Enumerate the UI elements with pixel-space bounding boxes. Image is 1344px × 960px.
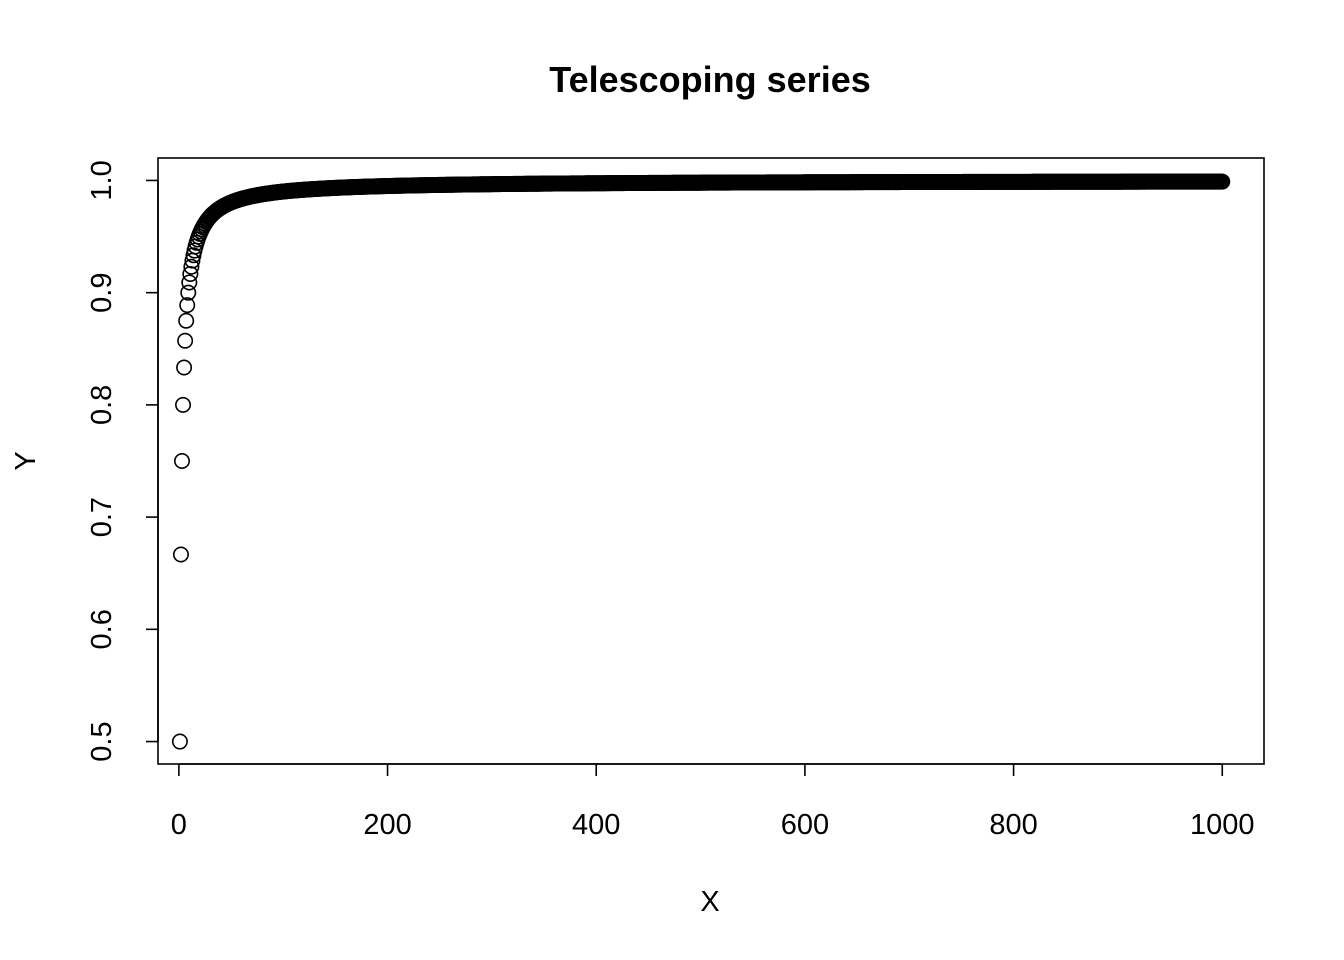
- data-point: [177, 332, 194, 349]
- x-tick-label: 1000: [1190, 809, 1255, 841]
- data-point: [172, 546, 189, 563]
- data-point: [179, 297, 196, 314]
- x-tick-label: 400: [572, 809, 620, 841]
- x-tick-label: 200: [363, 809, 411, 841]
- data-point: [171, 733, 188, 750]
- plot-frame: [157, 157, 1265, 765]
- data-points: [171, 173, 1231, 750]
- y-tick-label: 0.7: [86, 497, 118, 537]
- y-tick-label: 0.6: [86, 609, 118, 649]
- data-point: [183, 258, 200, 275]
- y-axis-label: Y: [10, 451, 42, 470]
- data-point: [178, 312, 195, 329]
- x-axis: 0 200 400 600 800 1000: [171, 763, 1255, 841]
- data-point: [174, 452, 191, 469]
- x-axis-label: X: [700, 886, 719, 918]
- y-tick-label: 1.0: [86, 160, 118, 200]
- x-tick-label: 800: [989, 809, 1037, 841]
- x-tick-label: 600: [781, 809, 829, 841]
- y-tick-label: 0.9: [86, 273, 118, 313]
- data-point: [175, 396, 192, 413]
- y-tick-label: 0.5: [86, 721, 118, 761]
- chart-title: Telescoping series: [549, 59, 870, 100]
- x-tick-label: 0: [171, 809, 187, 841]
- data-point: [176, 359, 193, 376]
- data-point: [1214, 173, 1231, 190]
- data-point: [180, 284, 197, 301]
- data-point: [181, 274, 198, 291]
- y-tick-label: 0.8: [86, 385, 118, 425]
- y-axis: 0.5 0.6 0.7 0.8 0.9 1.0: [86, 160, 159, 762]
